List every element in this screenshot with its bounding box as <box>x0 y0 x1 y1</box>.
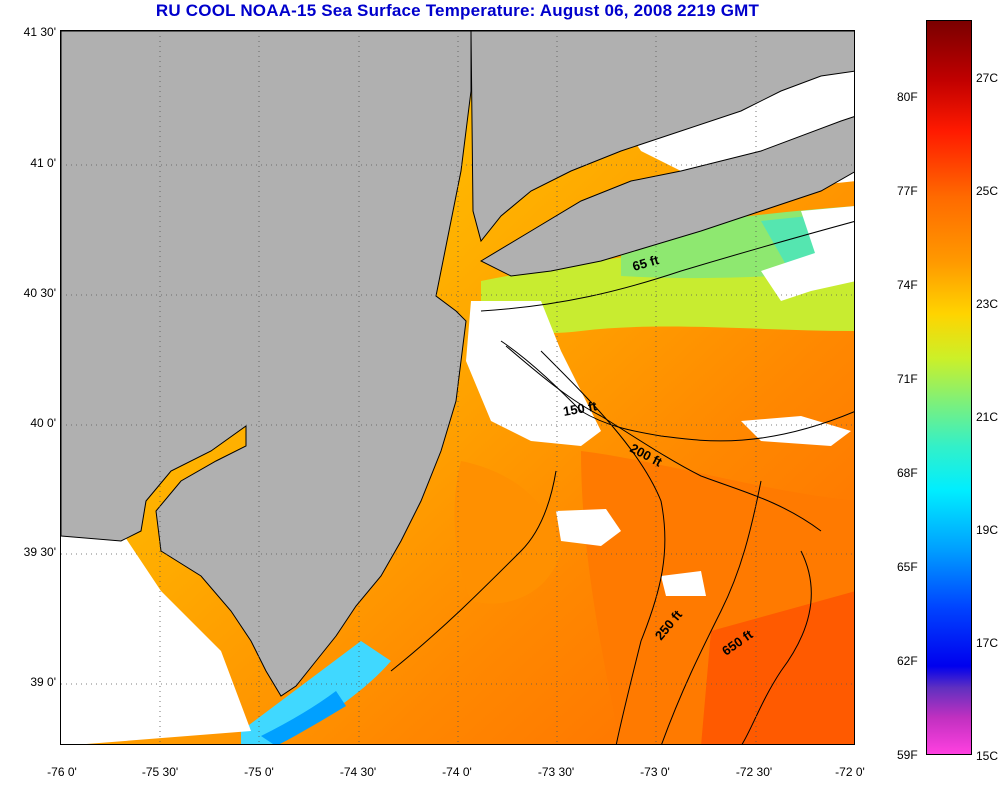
lon-label: -73 30' <box>537 765 575 779</box>
temperature-colorbar <box>926 20 972 755</box>
lat-label: 40 30' <box>23 286 56 300</box>
colorbar-f-label: 80F <box>897 90 918 104</box>
lon-label: -74 0' <box>442 765 472 779</box>
colorbar-c-label: 27C <box>976 71 999 85</box>
colorbar-f-label: 68F <box>897 466 918 480</box>
lat-label: 41 0' <box>30 156 56 170</box>
colorbar-c-label: 21C <box>976 410 999 424</box>
lon-label: -72 30' <box>735 765 773 779</box>
cold-water-patch <box>241 641 391 744</box>
lat-label: 39 0' <box>30 675 56 689</box>
colorbar-f-label: 65F <box>897 560 918 574</box>
colorbar-c-label: 19C <box>976 523 999 537</box>
sst-map: 65 ft 150 ft 200 ft 250 ft 650 ft <box>60 30 855 745</box>
cloud-mask <box>61 71 854 744</box>
colorbar-c-label: 15C <box>976 749 999 763</box>
colorbar-c-label: 17C <box>976 636 999 650</box>
colorbar-c-label: 25C <box>976 184 999 198</box>
graticule <box>61 31 854 744</box>
lat-label: 40 0' <box>30 416 56 430</box>
land <box>61 31 854 697</box>
lat-label: 39 30' <box>23 545 56 559</box>
bathymetry-contours <box>390 221 854 744</box>
lon-label: -72 0' <box>835 765 865 779</box>
lat-label: 41 30' <box>23 25 56 39</box>
lon-label: -75 30' <box>141 765 179 779</box>
colorbar-f-label: 62F <box>897 654 918 668</box>
colorbar-f-label: 71F <box>897 372 918 386</box>
map-title: RU COOL NOAA-15 Sea Surface Temperature:… <box>155 1 760 20</box>
colorbar-f-label: 77F <box>897 184 918 198</box>
colorbar-f-label: 59F <box>897 748 918 762</box>
lon-label: -75 0' <box>244 765 274 779</box>
lon-label: -73 0' <box>640 765 670 779</box>
colorbar-f-label: 74F <box>897 278 918 292</box>
contour-label-65ft: 65 ft <box>631 252 661 274</box>
contour-label-150ft: 150 ft <box>562 398 599 419</box>
colorbar-c-label: 23C <box>976 297 999 311</box>
lon-label: -76 0' <box>47 765 77 779</box>
lon-label: -74 30' <box>339 765 377 779</box>
